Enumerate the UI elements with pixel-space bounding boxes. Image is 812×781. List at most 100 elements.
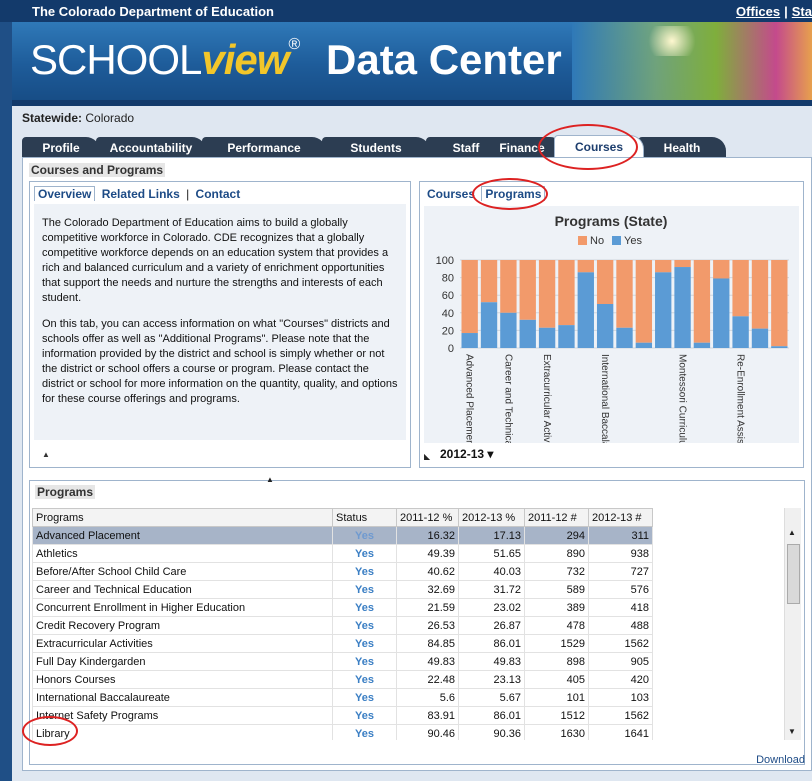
bar-yes[interactable]: [558, 325, 575, 348]
bar-yes[interactable]: [519, 319, 536, 348]
program-status[interactable]: Yes: [332, 616, 397, 635]
bar-yes[interactable]: [635, 342, 653, 348]
program-status[interactable]: Yes: [332, 526, 397, 545]
scroll-up-icon[interactable]: ▲: [788, 528, 796, 537]
download-link[interactable]: Download: [756, 754, 805, 766]
bar-yes[interactable]: [480, 302, 498, 348]
table-row[interactable]: Credit Recovery Program Yes 26.53 26.87 478 4…: [32, 616, 653, 635]
bar-no[interactable]: [596, 260, 614, 304]
num-2011-12: 405: [524, 670, 589, 689]
tab-students[interactable]: Students: [322, 137, 430, 159]
table-row[interactable]: Athletics Yes 49.39 51.65 890 938: [32, 544, 653, 563]
offices-link[interactable]: Offices: [736, 4, 781, 19]
table-row[interactable]: Extracurricular Activities Yes 84.85 86.01 1…: [32, 634, 653, 653]
tab-profile[interactable]: Profile: [22, 137, 100, 159]
bar-yes[interactable]: [616, 327, 633, 348]
bar-yes[interactable]: [693, 342, 711, 348]
program-name: Extracurricular Activities: [32, 634, 333, 653]
num-2011-12: 478: [524, 616, 589, 635]
collapse-icon[interactable]: ▲: [42, 450, 50, 459]
tab-programs-chart[interactable]: Programs: [481, 186, 546, 201]
bar-no[interactable]: [480, 260, 498, 303]
pct-2011-12: 49.39: [396, 544, 459, 563]
banner-photo: [572, 22, 812, 100]
program-status[interactable]: Yes: [332, 652, 397, 671]
pct-2012-13: 51.65: [458, 544, 525, 563]
program-status[interactable]: Yes: [332, 670, 397, 689]
bar-yes[interactable]: [771, 346, 788, 348]
bar-yes[interactable]: [751, 328, 769, 348]
tab-health[interactable]: Health: [638, 137, 726, 159]
col-2011-12-pct[interactable]: 2011-12 %: [396, 508, 459, 527]
table-row[interactable]: Advanced Placement Yes 16.32 17.13 294 311: [32, 526, 653, 545]
bar-no[interactable]: [732, 260, 749, 317]
program-status[interactable]: Yes: [332, 544, 397, 563]
tab-finance[interactable]: Finance: [480, 137, 564, 159]
bar-no[interactable]: [538, 260, 556, 328]
bar-no[interactable]: [655, 260, 672, 273]
period-selector[interactable]: 2012-13 ▾: [440, 447, 494, 461]
bar-no[interactable]: [771, 260, 788, 347]
bar-no[interactable]: [519, 260, 536, 320]
program-status[interactable]: Yes: [332, 688, 397, 707]
tab-overview[interactable]: Overview: [34, 186, 96, 201]
collapse-toggle-icon[interactable]: ▲: [266, 475, 274, 484]
table-row[interactable]: Career and Technical Education Yes 32.69 31…: [32, 580, 653, 599]
tab-contact[interactable]: Contact: [195, 187, 241, 201]
table-row[interactable]: Internet Safety Programs Yes 83.91 86.01 151…: [32, 706, 653, 725]
bar-no[interactable]: [751, 260, 769, 329]
col-2011-12-num[interactable]: 2011-12 #: [524, 508, 589, 527]
pct-2011-12: 26.53: [396, 616, 459, 635]
program-name: Full Day Kindergarden: [32, 652, 333, 671]
program-status[interactable]: Yes: [332, 598, 397, 617]
bar-yes[interactable]: [674, 267, 691, 348]
tab-accountability[interactable]: Accountability: [96, 137, 206, 159]
chart-corner-icon[interactable]: ◣: [424, 452, 431, 461]
col-2012-13-num[interactable]: 2012-13 #: [588, 508, 653, 527]
bar-yes[interactable]: [577, 272, 594, 348]
table-row[interactable]: Full Day Kindergarden Yes 49.83 49.83 898 905: [32, 652, 653, 671]
col-status[interactable]: Status: [332, 508, 397, 527]
bar-yes[interactable]: [732, 316, 749, 348]
table-row[interactable]: Concurrent Enrollment in Higher Educatio…: [32, 598, 653, 617]
program-name: Before/After School Child Care: [32, 562, 333, 581]
pct-2012-13: 90.36: [458, 724, 525, 740]
bar-no[interactable]: [500, 260, 517, 313]
statewide-link[interactable]: Sta: [791, 4, 812, 19]
bar-no[interactable]: [616, 260, 633, 328]
program-status[interactable]: Yes: [332, 634, 397, 653]
tab-performance[interactable]: Performance: [202, 137, 326, 159]
scroll-thumb[interactable]: [787, 544, 800, 604]
bar-no[interactable]: [461, 260, 478, 334]
program-status[interactable]: Yes: [332, 706, 397, 725]
bar-no[interactable]: [713, 260, 730, 279]
bar-yes[interactable]: [461, 333, 478, 348]
schoolview-logo[interactable]: SCHOOLview®: [30, 36, 300, 83]
table-row[interactable]: International Baccalaureate Yes 5.6 5.67 101…: [32, 688, 653, 707]
tab-courses-chart[interactable]: Courses: [427, 187, 476, 201]
table-scrollbar[interactable]: ▲ ▼: [784, 508, 801, 740]
table-row[interactable]: Before/After School Child Care Yes 40.62 40…: [32, 562, 653, 581]
tab-courses[interactable]: Courses: [554, 135, 644, 159]
program-status[interactable]: Yes: [332, 562, 397, 581]
bar-yes[interactable]: [713, 278, 730, 348]
num-2012-13: 103: [588, 688, 653, 707]
bar-yes[interactable]: [596, 304, 614, 348]
tab-related-links[interactable]: Related Links: [101, 187, 180, 201]
col-programs[interactable]: Programs: [32, 508, 333, 527]
bar-no[interactable]: [558, 260, 575, 326]
bar-no[interactable]: [693, 260, 711, 343]
table-row[interactable]: Honors Courses Yes 22.48 23.13 405 420: [32, 670, 653, 689]
scroll-down-icon[interactable]: ▼: [788, 727, 796, 736]
num-2012-13: 938: [588, 544, 653, 563]
program-status[interactable]: Yes: [332, 580, 397, 599]
bar-yes[interactable]: [500, 312, 517, 348]
bar-no[interactable]: [674, 260, 691, 268]
program-status[interactable]: Yes: [332, 724, 397, 740]
bar-no[interactable]: [635, 260, 653, 343]
table-row[interactable]: Library Yes 90.46 90.36 1630 1641: [32, 724, 653, 740]
col-2012-13-pct[interactable]: 2012-13 %: [458, 508, 525, 527]
bar-yes[interactable]: [538, 327, 556, 348]
bar-yes[interactable]: [655, 272, 672, 348]
bar-no[interactable]: [577, 260, 594, 273]
